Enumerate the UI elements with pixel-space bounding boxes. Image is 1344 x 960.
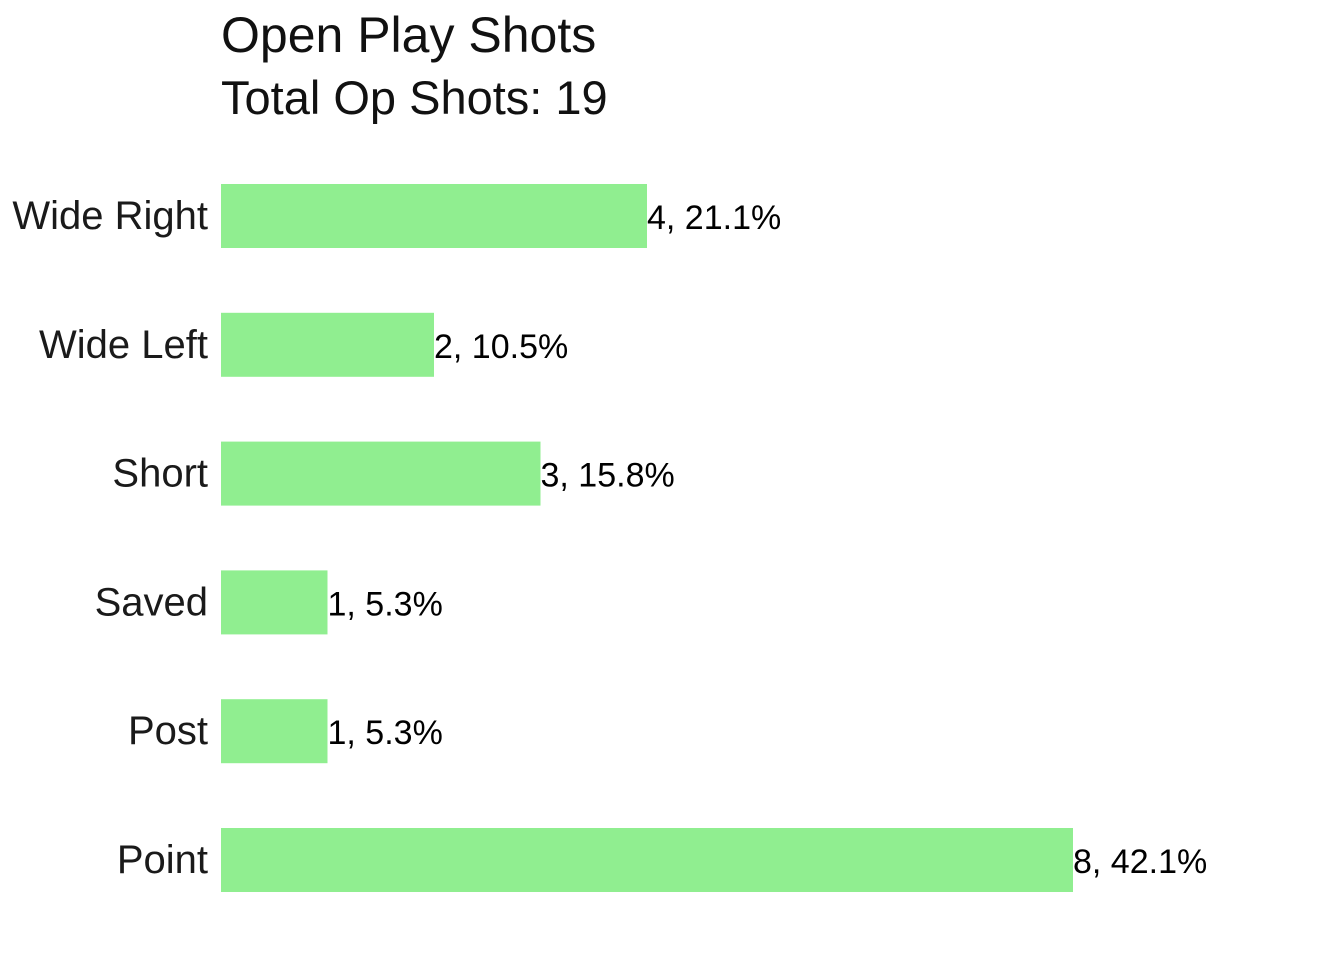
category-label: Post <box>128 709 208 753</box>
category-label: Saved <box>95 580 208 624</box>
bar-wide-right <box>221 184 647 248</box>
data-label: 1, 5.3% <box>328 585 443 623</box>
data-label: 4, 21.1% <box>647 199 781 237</box>
bar-post <box>221 699 328 764</box>
bar-saved <box>221 570 328 635</box>
category-label: Short <box>112 452 208 496</box>
chart-title: Open Play Shots <box>221 7 597 63</box>
bar-point <box>221 828 1073 892</box>
category-label: Wide Right <box>12 194 208 238</box>
data-label: 8, 42.1% <box>1073 843 1207 881</box>
data-label: 3, 15.8% <box>541 457 675 495</box>
chart-subtitle: Total Op Shots: 19 <box>221 71 608 124</box>
category-label: Wide Left <box>39 323 208 367</box>
data-label: 2, 10.5% <box>434 328 568 366</box>
data-label: 1, 5.3% <box>328 714 443 752</box>
bar-short <box>221 441 541 506</box>
bar-wide-left <box>221 312 434 377</box>
category-label: Point <box>117 838 208 882</box>
